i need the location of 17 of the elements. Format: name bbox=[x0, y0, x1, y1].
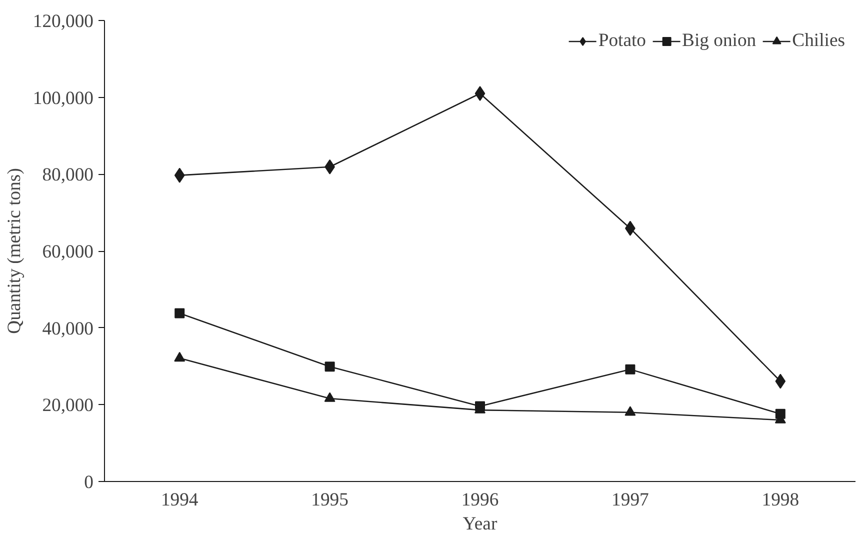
y-tick-label: 0 bbox=[84, 472, 94, 493]
legend-label: Big onion bbox=[682, 30, 756, 52]
y-tick-label: 20,000 bbox=[42, 395, 94, 416]
y-tick-label: 80,000 bbox=[42, 164, 94, 186]
y-axis-title: Quantity (metric tons) bbox=[4, 168, 25, 334]
legend-label: Potato bbox=[598, 30, 646, 52]
x-tick-label: 1997 bbox=[612, 490, 649, 510]
x-tick-label: 1994 bbox=[160, 490, 199, 510]
y-tick-label: 60,000 bbox=[42, 242, 94, 262]
x-tick-label: 1995 bbox=[311, 490, 348, 510]
legend-label: Chilies bbox=[792, 30, 845, 52]
x-tick-label: 1998 bbox=[762, 490, 800, 510]
y-tick-label: 40,000 bbox=[42, 318, 94, 340]
y-tick-label: 100,000 bbox=[32, 88, 94, 109]
x-axis-title: Year bbox=[462, 514, 498, 534]
y-tick-label: 120,000 bbox=[32, 11, 94, 32]
x-tick-label: 1996 bbox=[461, 490, 499, 510]
